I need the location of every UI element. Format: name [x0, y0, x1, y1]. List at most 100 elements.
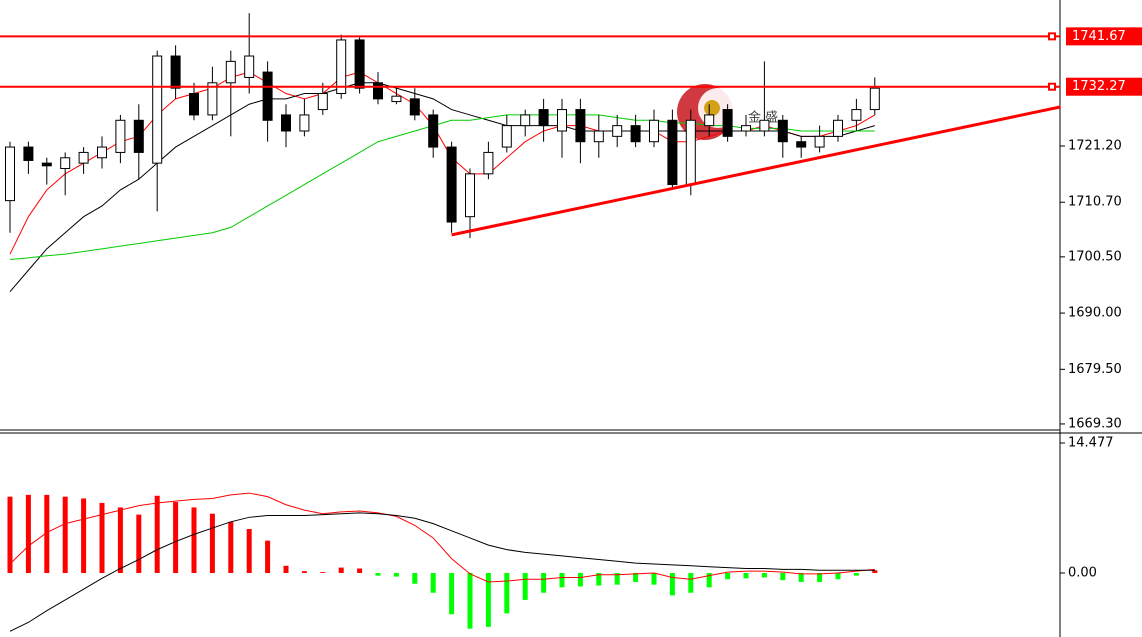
candle-body	[78, 151, 89, 164]
candle-body	[281, 114, 291, 132]
candle-body	[299, 114, 310, 132]
candle-body	[170, 55, 181, 89]
histogram-bar	[81, 498, 87, 573]
histogram-bar	[835, 572, 841, 580]
watermark: 金 盛	[748, 110, 778, 126]
histogram-bar	[209, 513, 215, 573]
candle-body	[796, 141, 807, 148]
indicator-line	[9, 492, 875, 583]
histogram-bar	[761, 572, 767, 578]
histogram-bar	[191, 507, 197, 573]
watermark-logo	[704, 100, 720, 116]
histogram-bar	[320, 572, 326, 573]
level-marker	[1048, 32, 1056, 41]
histogram-bar	[485, 572, 491, 627]
histogram-bar	[633, 572, 639, 582]
histogram-bar	[725, 572, 731, 580]
candle-body	[593, 130, 604, 143]
candle-body	[741, 125, 751, 132]
histogram-bar	[798, 572, 804, 582]
y-tick-label: 1700.50	[1068, 249, 1122, 264]
histogram-bar	[246, 528, 252, 573]
candle-body	[354, 39, 365, 89]
histogram-bar	[117, 507, 123, 573]
y-tick-label: 14.477	[1068, 435, 1114, 450]
histogram-bar	[283, 565, 289, 573]
histogram-bar	[265, 540, 271, 573]
candle-body	[60, 157, 71, 169]
histogram-bar	[375, 572, 381, 576]
histogram-bar	[669, 572, 675, 596]
candle-body	[538, 109, 549, 127]
y-tick-label: 1690.00	[1068, 306, 1122, 321]
candle-body	[869, 87, 880, 111]
candle-body	[428, 114, 439, 148]
histogram-bar	[357, 568, 363, 573]
candle-body	[317, 93, 328, 111]
candle-body	[409, 98, 420, 116]
histogram-bar	[743, 572, 749, 579]
candle-body	[207, 82, 218, 116]
histogram-bar	[25, 494, 31, 573]
indicator-line	[9, 71, 876, 255]
candle-body	[501, 125, 512, 148]
histogram-bar	[44, 494, 50, 573]
trendline	[451, 105, 1061, 237]
candle-body	[189, 93, 199, 116]
candle-body	[612, 125, 623, 137]
histogram-bar	[504, 572, 510, 614]
histogram-bar	[467, 572, 473, 629]
candle-body	[557, 109, 567, 132]
candle-body	[133, 119, 144, 153]
candle-body	[851, 109, 862, 121]
histogram-bar	[577, 572, 583, 587]
candle-body	[520, 114, 531, 127]
histogram-bar	[62, 496, 68, 573]
candle-body	[483, 151, 494, 175]
histogram-bar	[688, 572, 694, 593]
histogram-bar	[99, 502, 105, 573]
histogram-bar	[817, 572, 823, 582]
histogram-bar	[393, 572, 399, 577]
candle-body	[23, 146, 34, 161]
indicator-line	[9, 512, 875, 632]
candle-body	[446, 146, 457, 223]
histogram-bar	[872, 570, 878, 573]
histogram-bar	[154, 495, 160, 573]
candle-body	[225, 60, 236, 84]
candle-body	[722, 109, 733, 137]
candle-body	[575, 109, 586, 143]
candle-body	[97, 146, 107, 159]
histogram-bar	[614, 572, 620, 585]
histogram-bar	[780, 572, 786, 581]
histogram-bar	[301, 571, 307, 573]
histogram-bar	[522, 572, 528, 600]
level-label: 1732.27	[1072, 79, 1126, 94]
y-tick-label: 0.00	[1068, 565, 1097, 580]
candle-body	[649, 119, 659, 143]
histogram-bar	[412, 572, 418, 584]
indicator-line	[9, 82, 875, 292]
histogram-bar	[430, 572, 436, 593]
level-label: 1741.67	[1072, 29, 1126, 44]
y-tick-label: 1710.70	[1068, 195, 1122, 210]
histogram-bar	[706, 572, 712, 588]
candle-body	[630, 125, 641, 143]
y-tick-label: 1669.30	[1068, 416, 1122, 431]
candle-body	[704, 114, 715, 127]
candle-body	[465, 173, 475, 218]
candle-body	[336, 39, 347, 95]
candle-body	[41, 162, 52, 167]
candle-body	[814, 135, 825, 148]
level-label-box	[1066, 27, 1142, 46]
candle-body	[833, 119, 843, 137]
candle-body	[759, 119, 770, 132]
histogram-bar	[173, 502, 179, 573]
histogram-bar	[596, 572, 602, 586]
candle-body	[391, 95, 402, 103]
candle-body	[5, 146, 15, 202]
histogram-bar	[853, 572, 859, 576]
histogram-bar	[651, 572, 657, 585]
